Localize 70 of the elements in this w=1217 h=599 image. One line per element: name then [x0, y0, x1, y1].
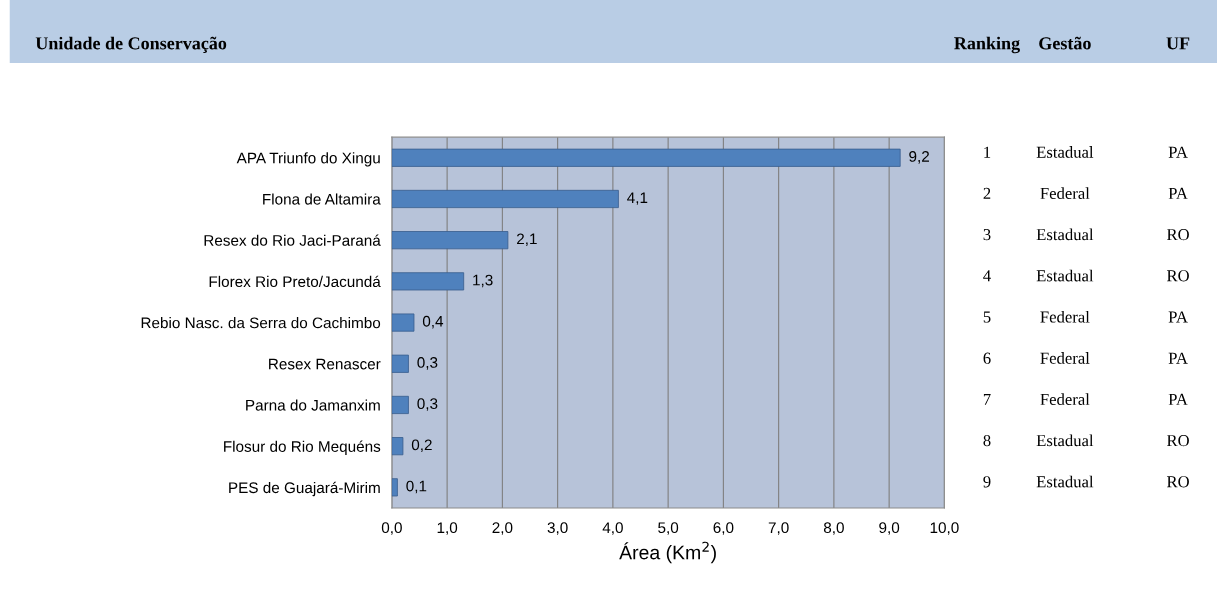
text: 8	[983, 434, 991, 447]
text: Gestão	[1039, 36, 1091, 50]
data-label: 4,1	[627, 192, 648, 205]
bar	[391, 478, 398, 497]
bar	[391, 148, 901, 167]
text: 3	[983, 229, 991, 241]
y-tick-label: APA Triunfo do Xingu	[236, 152, 380, 167]
text: Federal	[1040, 352, 1090, 364]
data-label: 0,3	[417, 357, 438, 370]
x-axis-title: Área (Km$^{2}$)	[619, 541, 716, 564]
bar	[391, 189, 619, 209]
text: Federal	[1040, 310, 1090, 323]
x-tick-label: 2,0	[492, 522, 513, 535]
y-tick-label: Resex Renascer	[269, 358, 381, 370]
bar	[391, 437, 404, 456]
text: Estadual	[1036, 475, 1094, 488]
data-label: 9,2	[909, 151, 929, 164]
text: 1	[984, 146, 991, 158]
data-label: 2,1	[517, 233, 537, 247]
text: Federal	[1040, 393, 1090, 406]
y-tick-label: Rebio Nasc. da Serra do Cachimbo	[141, 317, 381, 329]
bar	[391, 395, 409, 415]
bar	[391, 313, 415, 332]
x-tick-label: 1,0	[437, 522, 458, 535]
data-label: 1,3	[473, 274, 493, 288]
x-tick-label: 7,0	[768, 522, 789, 535]
y-tick-label: Flona de Altamira	[263, 193, 381, 205]
text: 6	[983, 352, 991, 364]
x-tick-label: 6,0	[713, 522, 734, 535]
text: RO	[1166, 229, 1189, 241]
y-tick-label: Florex Rio Preto/Jacundá	[209, 275, 381, 288]
text: RO	[1166, 476, 1189, 488]
text: 9	[983, 476, 991, 488]
text: Federal	[1040, 187, 1090, 200]
y-tick-label: Flosur do Rio Mequéns	[224, 440, 381, 455]
x-tick-label: 10,0	[930, 522, 959, 535]
y-tick-label: Resex do Rio Jaci-Paraná	[204, 234, 381, 246]
text: Estadual	[1036, 434, 1094, 447]
x-tick-label: 9,0	[879, 522, 900, 535]
y-tick-label: PES de Guajará-Mirim	[229, 481, 380, 497]
text: UF	[1166, 37, 1190, 50]
text: RO	[1166, 270, 1189, 282]
x-tick-label: 5,0	[658, 522, 679, 535]
bar	[391, 272, 465, 291]
x-tick-label: 0,0	[381, 522, 402, 535]
text: Estadual	[1036, 228, 1094, 241]
y-tick-label: Parna do Jamanxim	[246, 399, 380, 411]
text: Ranking	[954, 36, 1020, 54]
text: 7	[983, 393, 991, 405]
bar	[391, 354, 409, 373]
x-tick-label: 4,0	[602, 522, 623, 535]
x-tick-label: 8,0	[823, 522, 844, 535]
text: 4	[983, 270, 991, 282]
bar	[391, 231, 509, 250]
text: Estadual	[1036, 146, 1094, 158]
text: PA	[1168, 393, 1188, 405]
text: RO	[1166, 435, 1189, 447]
text: Unidade de Conservação	[35, 36, 227, 53]
data-label: 0,4	[422, 315, 444, 329]
x-tick-label: 3,0	[547, 522, 568, 535]
text: PA	[1168, 187, 1188, 199]
text: 2	[983, 187, 991, 199]
text: PA	[1168, 146, 1188, 158]
text: Estadual	[1036, 269, 1094, 282]
text: PA	[1168, 352, 1188, 364]
text: PA	[1168, 311, 1188, 323]
data-label: 0,1	[406, 480, 427, 494]
data-label: 0,3	[417, 398, 438, 411]
data-label: 0,2	[411, 439, 432, 453]
text: 5	[983, 311, 991, 323]
